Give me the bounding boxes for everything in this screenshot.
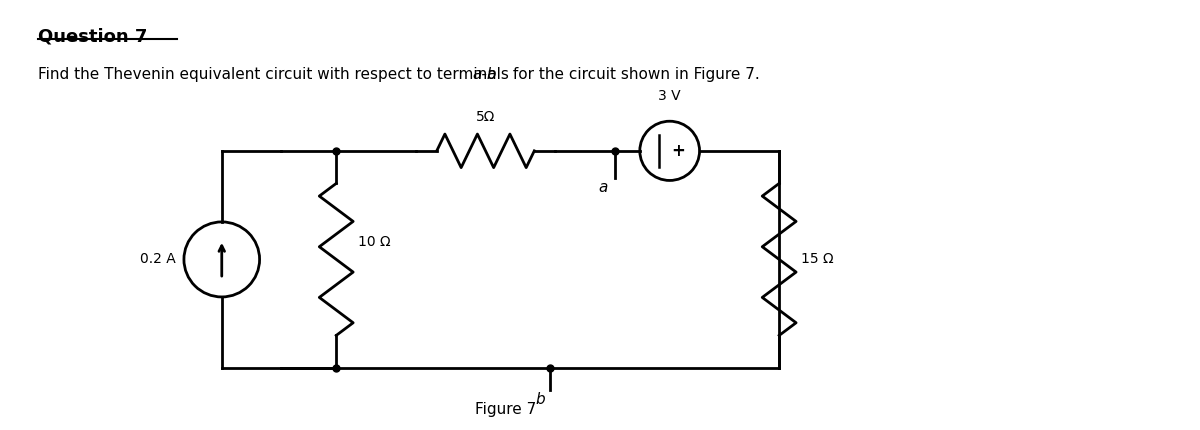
Text: a: a — [599, 181, 607, 196]
Text: Figure 7: Figure 7 — [475, 402, 536, 418]
Text: 15 Ω: 15 Ω — [802, 252, 834, 267]
Text: Question 7: Question 7 — [37, 28, 146, 46]
Text: +: + — [671, 142, 685, 160]
Text: Find the Thevenin equivalent circuit with respect to terminals: Find the Thevenin equivalent circuit wit… — [37, 67, 514, 82]
Text: 5Ω: 5Ω — [476, 110, 496, 124]
Text: 3 V: 3 V — [659, 89, 680, 104]
Text: 0.2 A: 0.2 A — [140, 252, 176, 267]
Text: a-b: a-b — [473, 67, 497, 82]
Text: for the circuit shown in Figure 7.: for the circuit shown in Figure 7. — [509, 67, 760, 82]
Text: b: b — [535, 392, 545, 407]
Text: 10 Ω: 10 Ω — [358, 235, 391, 249]
